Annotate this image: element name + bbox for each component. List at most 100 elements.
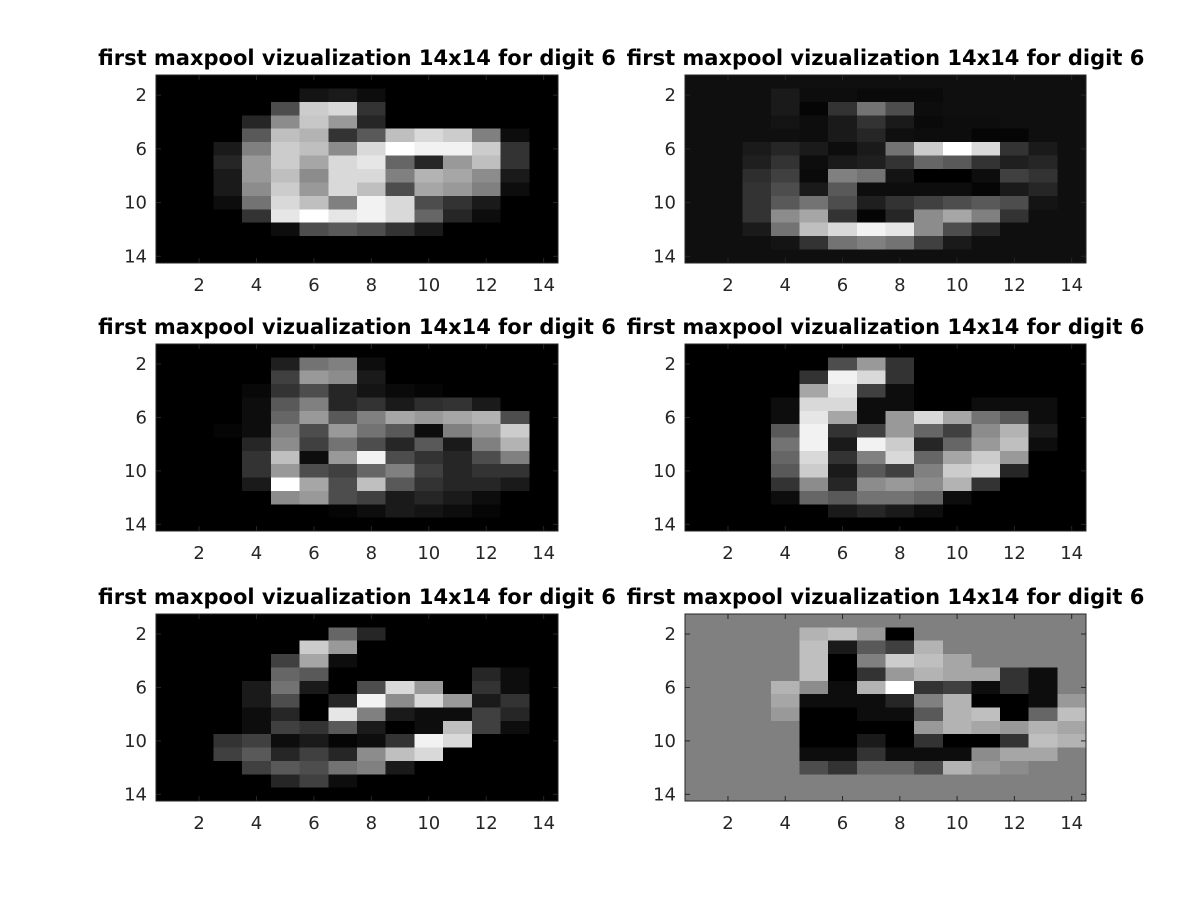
heatmap-cell bbox=[914, 654, 944, 669]
heatmap-cell bbox=[1028, 236, 1058, 251]
heatmap-cell bbox=[414, 397, 444, 412]
heatmap-cell bbox=[942, 437, 973, 452]
heatmap-cell bbox=[1028, 155, 1058, 170]
heatmap-cell bbox=[242, 249, 272, 264]
heatmap-cell bbox=[213, 115, 243, 130]
heatmap-cell bbox=[914, 88, 944, 103]
heatmap-cell bbox=[328, 128, 358, 143]
heatmap-cell bbox=[529, 236, 559, 251]
heatmap-cell bbox=[529, 694, 559, 709]
heatmap-cell bbox=[184, 370, 215, 385]
heatmap-cell bbox=[685, 397, 715, 412]
heatmap-cell bbox=[1028, 464, 1058, 479]
heatmap-cell bbox=[770, 222, 801, 237]
heatmap-cell bbox=[971, 182, 1001, 197]
heatmap-cell bbox=[184, 787, 215, 802]
heatmap-cell bbox=[1000, 654, 1030, 669]
heatmap-cell bbox=[270, 384, 301, 399]
heatmap-cell bbox=[828, 142, 858, 157]
heatmap-cell bbox=[184, 640, 215, 655]
heatmap-cell bbox=[270, 75, 301, 90]
heatmap-cell bbox=[213, 344, 243, 358]
heatmap-cell bbox=[1000, 760, 1030, 775]
heatmap-cell bbox=[414, 760, 444, 775]
heatmap-cell bbox=[713, 720, 743, 735]
x-tick-label: 14 bbox=[532, 275, 555, 296]
heatmap-cell bbox=[443, 182, 473, 197]
heatmap-cell bbox=[799, 627, 829, 642]
heatmap-cell bbox=[156, 222, 186, 237]
y-tick-label: 14 bbox=[653, 514, 676, 535]
heatmap-cell bbox=[270, 654, 301, 669]
heatmap-cell bbox=[213, 694, 243, 709]
heatmap-cell bbox=[1000, 627, 1030, 642]
heatmap-cell bbox=[156, 249, 186, 264]
heatmap-cell bbox=[685, 667, 715, 682]
heatmap-cell bbox=[328, 88, 358, 103]
x-tick-label: 6 bbox=[308, 543, 319, 564]
heatmap-cell bbox=[942, 680, 973, 695]
heatmap-cell bbox=[242, 734, 272, 749]
heatmap-cell bbox=[799, 694, 829, 709]
heatmap-cell bbox=[770, 424, 801, 439]
heatmap-cell bbox=[685, 640, 715, 655]
heatmap-cell bbox=[1000, 614, 1030, 628]
chart-title: first maxpool vizualization 14x14 for di… bbox=[98, 315, 616, 339]
heatmap-cell bbox=[1028, 195, 1058, 210]
heatmap-cell bbox=[156, 627, 186, 642]
heatmap-cell bbox=[713, 370, 743, 385]
heatmap-cell bbox=[770, 142, 801, 157]
heatmap-cell bbox=[713, 410, 743, 425]
heatmap-cell bbox=[213, 128, 243, 143]
heatmap-cell bbox=[885, 517, 915, 532]
heatmap-cell bbox=[328, 654, 358, 669]
heatmap-cell bbox=[213, 450, 243, 465]
heatmap-cell bbox=[1057, 437, 1087, 452]
heatmap-cell bbox=[914, 182, 944, 197]
heatmap-cell bbox=[414, 88, 444, 103]
heatmap-cell bbox=[184, 774, 215, 789]
y-tick-label: 2 bbox=[665, 354, 676, 375]
heatmap-cell bbox=[770, 169, 801, 184]
heatmap-cell bbox=[1028, 747, 1058, 762]
heatmap-cell bbox=[971, 490, 1001, 505]
heatmap-cell bbox=[184, 222, 215, 237]
heatmap-cell bbox=[971, 654, 1001, 669]
heatmap-cell bbox=[242, 490, 272, 505]
heatmap-cell bbox=[328, 504, 358, 519]
heatmap-cell bbox=[156, 410, 186, 425]
heatmap-cell bbox=[942, 249, 973, 264]
heatmap-cell bbox=[184, 88, 215, 103]
heatmap-cell bbox=[713, 640, 743, 655]
heatmap-cell bbox=[942, 195, 973, 210]
heatmap-cell bbox=[385, 774, 416, 789]
heatmap-cell bbox=[414, 410, 444, 425]
heatmap-cell bbox=[414, 627, 444, 642]
heatmap-cell bbox=[385, 614, 416, 628]
heatmap-cell bbox=[443, 209, 473, 224]
heatmap-cell bbox=[685, 384, 715, 399]
heatmap-cell bbox=[299, 490, 329, 505]
heatmap-cell bbox=[1000, 504, 1030, 519]
heatmap-cell bbox=[742, 747, 772, 762]
heatmap-cell bbox=[156, 236, 186, 251]
heatmap-cell bbox=[828, 370, 858, 385]
heatmap-cell bbox=[443, 75, 473, 90]
heatmap-cell bbox=[914, 357, 944, 372]
heatmap-cell bbox=[799, 169, 829, 184]
heatmap-cell bbox=[828, 787, 858, 802]
heatmap-cell bbox=[971, 384, 1001, 399]
heatmap-cell bbox=[742, 774, 772, 789]
heatmap-cell bbox=[942, 169, 973, 184]
heatmap-cell bbox=[1057, 680, 1087, 695]
x-tick-label: 14 bbox=[1060, 275, 1083, 296]
heatmap-cell bbox=[713, 155, 743, 170]
heatmap-cell bbox=[529, 249, 559, 264]
heatmap-cell bbox=[471, 787, 502, 802]
heatmap-cell bbox=[184, 344, 215, 358]
x-tick-label: 2 bbox=[722, 813, 733, 834]
heatmap-cell bbox=[242, 464, 272, 479]
heatmap-cell bbox=[357, 101, 387, 116]
heatmap-cell bbox=[914, 707, 944, 722]
